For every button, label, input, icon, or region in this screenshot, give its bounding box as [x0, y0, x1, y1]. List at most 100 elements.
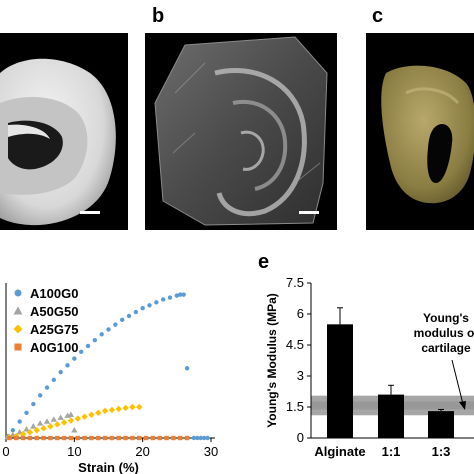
data-point-a0g100	[89, 435, 94, 441]
y-tick-label: 1.5	[286, 399, 304, 414]
data-point-a25g75	[26, 428, 34, 436]
y-tick-label: 0	[297, 430, 304, 445]
data-point-a0g100	[137, 435, 142, 441]
data-point-a50g50	[50, 416, 58, 422]
data-point-a100g0	[154, 300, 159, 305]
data-point-a100g0	[140, 305, 145, 311]
data-point-a25g75	[136, 403, 143, 411]
data-point-a100g0	[160, 297, 166, 302]
data-point-a100g0	[99, 332, 104, 337]
photo-panel-b	[145, 33, 337, 230]
data-point-a25g75	[129, 403, 136, 411]
data-point-a25g75	[122, 404, 129, 412]
data-point-a0g100	[178, 435, 183, 441]
data-point-a100g0	[133, 309, 139, 315]
data-point-a100g0	[113, 322, 118, 327]
data-point-a25g75	[47, 423, 54, 430]
x-tick-label: 0	[2, 444, 9, 459]
x-tick-label: 10	[67, 444, 81, 459]
annotation-arrow-head	[459, 401, 466, 410]
data-point-a25g75	[95, 409, 102, 417]
data-point-a100g0	[37, 393, 43, 398]
data-point-a25g75	[19, 430, 27, 438]
legend-marker-a25g75	[13, 324, 23, 334]
data-point-a100g0	[174, 293, 180, 298]
category-label: 1:3	[432, 444, 451, 459]
data-point-a100g0	[92, 337, 98, 343]
legend-label-a100g0: A100G0	[30, 286, 78, 301]
data-point-a50g50	[23, 426, 30, 432]
data-point-a25g75	[54, 421, 61, 428]
data-point-a0g100	[157, 435, 162, 441]
data-point-a0g100	[27, 435, 33, 441]
data-point-a25g75	[88, 411, 95, 418]
data-point-a50g50	[36, 420, 44, 426]
data-point-a0g100	[116, 435, 121, 441]
data-point-a100g0	[126, 313, 132, 319]
data-point-a100g0	[184, 366, 190, 371]
data-point-a0g100	[82, 435, 87, 441]
data-point-a0g100	[150, 435, 156, 441]
y-tick-label: 6	[297, 306, 304, 321]
cartilage-annotation: modulus of	[414, 326, 474, 340]
data-point-a50g50	[57, 414, 64, 420]
data-point-a25g75	[60, 419, 68, 426]
data-point-a0g100	[102, 435, 108, 441]
data-point-a100g0	[198, 435, 203, 441]
data-point-a0g100	[34, 435, 39, 441]
data-point-a25g75	[67, 417, 75, 424]
data-point-a25g75	[115, 405, 122, 413]
y-tick-label: 3	[297, 368, 304, 383]
legend-marker-a0g100	[14, 343, 22, 351]
data-point-a0g100	[55, 435, 60, 441]
category-label: 1:1	[382, 444, 401, 459]
data-point-a0g100	[184, 435, 190, 441]
transparent-ear-image	[154, 36, 328, 226]
data-point-a0g100	[68, 435, 74, 441]
data-point-a100g0	[10, 428, 16, 433]
cell-laden-ear-image	[381, 65, 474, 204]
data-point-a0g100	[48, 435, 53, 441]
data-point-a0g100	[7, 435, 12, 441]
legend-label-a50g50: A50G50	[30, 304, 78, 319]
y-tick-label: 7.5	[286, 275, 304, 290]
x-tick-label: 30	[204, 444, 218, 459]
photo-panel-c	[366, 33, 474, 230]
data-point-a0g100	[171, 435, 176, 441]
data-point-a100g0	[85, 343, 91, 349]
data-point-a100g0	[201, 435, 207, 441]
annotation-arrow-line	[451, 359, 464, 405]
data-point-a0g100	[41, 435, 46, 441]
x-tick-label: 20	[135, 444, 149, 459]
data-point-a0g100	[123, 435, 128, 441]
data-point-a25g75	[101, 407, 109, 415]
data-point-a100g0	[191, 435, 197, 441]
data-point-a100g0	[181, 292, 186, 297]
bar-alginate	[327, 324, 353, 438]
legend-marker-a100g0	[14, 289, 22, 297]
y-axis-label: Young's Modulus (MPa)	[265, 293, 279, 428]
data-point-a100g0	[65, 363, 70, 368]
cartilage-annotation: Young's	[423, 311, 469, 325]
bar-1-1	[378, 394, 404, 438]
data-point-a100g0	[58, 369, 63, 375]
bar-1-3	[428, 411, 454, 438]
data-point-a100g0	[195, 435, 200, 441]
data-point-a0g100	[61, 435, 67, 441]
data-point-a50g50	[43, 418, 51, 424]
data-point-a0g100	[164, 435, 169, 441]
printed-ear-image	[0, 58, 116, 226]
data-point-a100g0	[51, 377, 57, 383]
data-point-a100g0	[205, 435, 210, 441]
legend-marker-a50g50	[13, 306, 23, 315]
data-point-a100g0	[78, 349, 84, 354]
data-point-a100g0	[178, 292, 183, 297]
panel-letter-b: b	[152, 5, 165, 27]
data-point-a25g75	[74, 415, 81, 422]
data-point-a100g0	[72, 356, 77, 361]
data-point-a25g75	[33, 427, 40, 434]
data-point-a100g0	[167, 295, 173, 300]
data-point-a0g100	[14, 435, 19, 441]
data-point-a25g75	[40, 425, 47, 432]
data-point-a50g50	[67, 411, 75, 417]
